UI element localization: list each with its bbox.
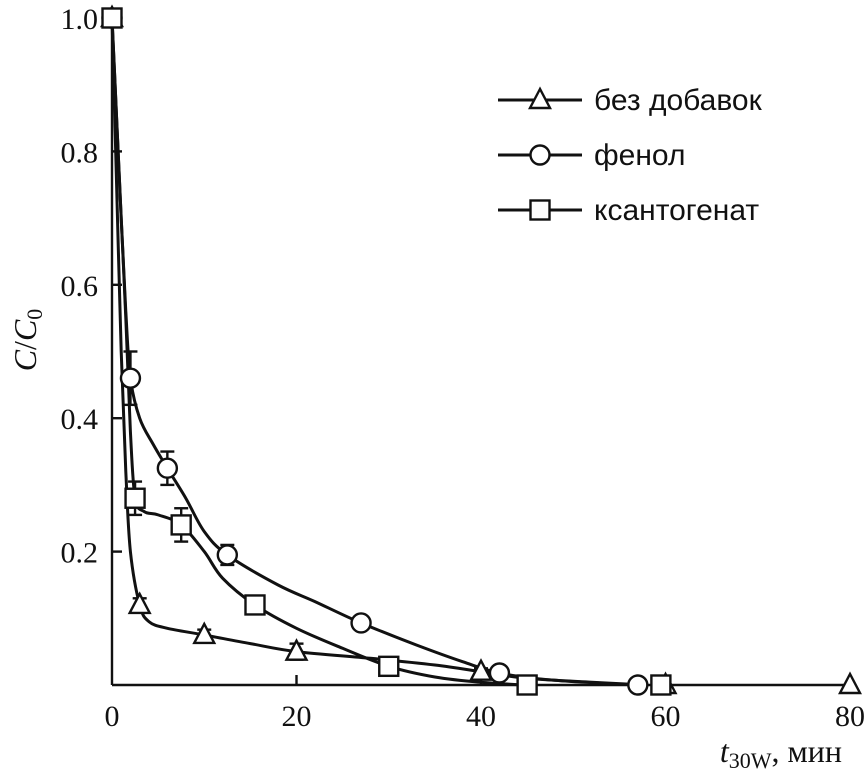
x-tick-label: 60: [651, 700, 681, 733]
y-tick-group: 0.2 0.4 0.6 0.8 1.0: [61, 3, 122, 570]
data-point-xanthate: [516, 674, 538, 696]
data-point-phenol: [216, 544, 239, 566]
y-label-denominator-sub: 0: [22, 309, 47, 320]
legend-marker-xanthate: [529, 199, 551, 221]
data-point-phenol: [627, 674, 649, 696]
data-point-no-additives: [284, 638, 309, 661]
data-point-xanthate: [650, 674, 672, 696]
y-tick-label: 0.4: [61, 403, 99, 436]
x-tick-label: 80: [835, 700, 865, 733]
axes: [110, 18, 850, 687]
x-label-var: t: [720, 733, 730, 769]
x-label-unit: , мин: [772, 733, 843, 769]
y-tick-label: 0.8: [61, 136, 99, 169]
series-line-phenol: [110, 17, 638, 687]
data-point-phenol: [119, 367, 142, 389]
legend-marker-no-additives: [528, 86, 552, 110]
x-axis-label: t30W, мин: [720, 733, 842, 773]
data-point-xanthate: [101, 7, 123, 29]
y-tick-label: 1.0: [61, 3, 99, 36]
series-line-xanthate: [110, 17, 528, 687]
legend-label-xanthate: ксантогенат: [594, 194, 759, 227]
data-point-xanthate: [244, 594, 266, 616]
series-line-no-additives: [110, 17, 648, 687]
legend-marker-phenol: [529, 144, 551, 166]
y-tick-label: 0.2: [61, 537, 99, 570]
data-point-no-additives: [192, 621, 217, 645]
data-point-xanthate: [378, 655, 400, 678]
legend-label-no-additives: без добавок: [594, 84, 763, 117]
legend-label-phenol: фенол: [594, 139, 685, 172]
y-label-slash: /: [7, 341, 43, 350]
x-label-sub: 30W: [729, 748, 772, 773]
data-point-xanthate: [124, 487, 146, 509]
y-label-denominator: C: [7, 319, 43, 341]
series-markers: [100, 4, 862, 696]
data-point-no-additives: [127, 591, 152, 615]
series-curves: [110, 17, 648, 687]
x-tick-label: 40: [466, 700, 496, 733]
data-point-no-additives: [469, 658, 493, 681]
y-label-numerator: C: [7, 349, 43, 371]
data-point-phenol: [350, 612, 372, 634]
y-tick-label: 0.6: [61, 270, 99, 303]
data-point-no-additives: [838, 671, 862, 695]
y-axis-label: C/C0: [7, 309, 47, 372]
data-point-phenol: [156, 457, 179, 479]
x-tick-label: 0: [105, 700, 120, 733]
data-point-phenol: [488, 662, 511, 684]
x-tick-label: 20: [282, 700, 312, 733]
data-point-xanthate: [170, 514, 192, 536]
legend: без добавок фенол ксантогенат: [498, 84, 763, 227]
